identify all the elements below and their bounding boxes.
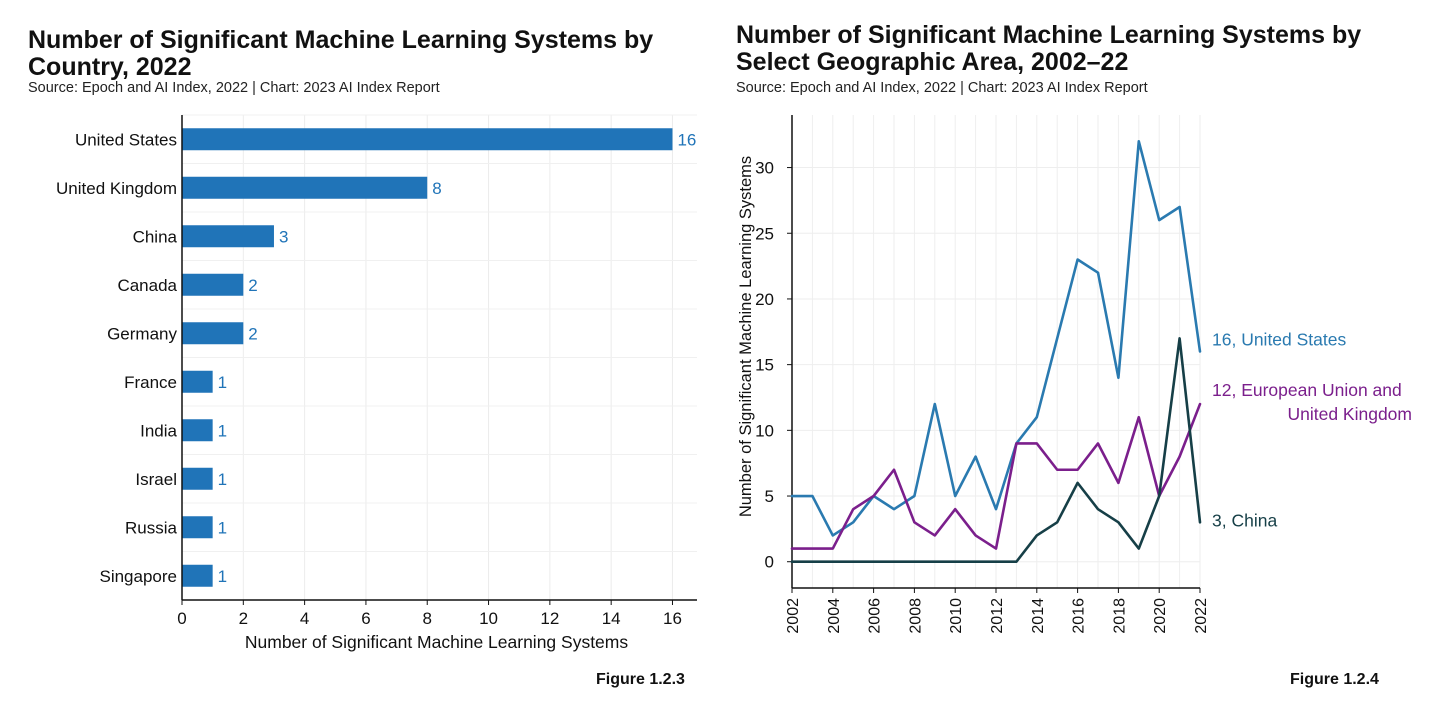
category-tick-label: France — [124, 373, 177, 392]
bar-value-label: 1 — [218, 518, 227, 537]
x-tick-label: 8 — [423, 609, 432, 628]
x-tick-label: 2018 — [1111, 598, 1128, 634]
bar — [182, 176, 428, 199]
bar-value-label: 1 — [218, 421, 227, 440]
bar-value-label: 8 — [432, 179, 441, 198]
category-tick-label: China — [133, 227, 178, 246]
series-end-label: 3, China — [1212, 510, 1277, 530]
bar-chart-title-line-1: Number of Significant Machine Learning S… — [28, 26, 654, 54]
bar-chart-title: Number of Significant Machine Learning S… — [28, 27, 653, 81]
series-end-label: 16, United States — [1212, 330, 1346, 350]
y-tick-label: 20 — [755, 290, 774, 309]
y-tick-label: 25 — [755, 224, 774, 243]
line-chart-source: Source: Epoch and AI Index, 2022 | Chart… — [736, 80, 1148, 96]
x-tick-label: 2014 — [1030, 598, 1047, 634]
bar — [182, 128, 673, 151]
y-axis-title: Number of Significant Machine Learning S… — [737, 156, 755, 517]
bar-chart-panel: Number of Significant Machine Learning S… — [28, 27, 697, 688]
category-tick-label: United Kingdom — [56, 179, 177, 198]
x-tick-label: 2 — [239, 609, 248, 628]
series-line — [790, 402, 1202, 550]
bar-value-label: 1 — [218, 470, 227, 489]
category-tick-label: Germany — [107, 324, 177, 343]
bar-chart-source: Source: Epoch and AI Index, 2022 | Chart… — [28, 80, 440, 96]
bar — [182, 467, 213, 490]
x-tick-label: 16 — [663, 609, 682, 628]
series-end-label: 12, European Union and — [1212, 380, 1402, 400]
series-end-label: United Kingdom — [1287, 404, 1412, 424]
line-chart-title-line-2: Select Geographic Area, 2002–22 — [736, 48, 1129, 76]
y-tick-label: 15 — [755, 356, 774, 375]
bar — [182, 564, 213, 587]
x-tick-label: 2016 — [1071, 598, 1088, 634]
bar-value-label: 1 — [218, 373, 227, 392]
series-line — [790, 139, 1202, 537]
category-tick-label: Singapore — [99, 567, 177, 586]
bar-value-label: 2 — [248, 324, 257, 343]
line-chart-panel: Number of Significant Machine Learning S… — [728, 0, 1456, 716]
bar-value-label: 16 — [677, 130, 696, 149]
x-tick-label: 2002 — [785, 598, 802, 634]
category-tick-label: India — [140, 421, 177, 440]
y-tick-label: 5 — [765, 487, 774, 506]
category-tick-label: Russia — [125, 518, 178, 537]
bar-value-label: 2 — [248, 276, 257, 295]
bar-chart-figure-label: Figure 1.2.3 — [596, 671, 685, 688]
category-tick-label: United States — [75, 130, 177, 149]
x-axis-title: Number of Significant Machine Learning S… — [245, 632, 628, 652]
line-chart-title-line-1: Number of Significant Machine Learning S… — [736, 21, 1362, 49]
y-tick-label: 0 — [765, 553, 774, 572]
bar-chart-title-line-2: Country, 2022 — [28, 53, 192, 81]
x-tick-label: 2010 — [948, 598, 965, 634]
line-chart-figure-label: Figure 1.2.4 — [1290, 671, 1379, 688]
x-tick-label: 4 — [300, 609, 309, 628]
category-tick-label: Israel — [135, 470, 177, 489]
x-tick-label: 2022 — [1193, 598, 1210, 634]
bar — [182, 370, 213, 393]
bar — [182, 322, 244, 345]
x-tick-label: 2006 — [867, 598, 884, 634]
bar — [182, 273, 244, 296]
line-chart-title: Number of Significant Machine Learning S… — [736, 22, 1361, 76]
bar — [182, 516, 213, 539]
bar — [182, 225, 274, 248]
series-line — [790, 337, 1202, 564]
x-tick-label: 2012 — [989, 598, 1006, 634]
x-tick-label: 2004 — [826, 598, 843, 634]
x-tick-label: 6 — [361, 609, 370, 628]
x-tick-label: 12 — [540, 609, 559, 628]
line-chart-svg: 0 5 10 15 20 25 30 2002 2004 2006 2008 2010 2012 2014… — [737, 115, 1412, 634]
x-tick-label: 2008 — [907, 598, 924, 634]
bar-value-label: 1 — [218, 567, 227, 586]
category-tick-label: Canada — [117, 276, 177, 295]
bar-value-label: 3 — [279, 227, 288, 246]
x-tick-label: 2020 — [1152, 598, 1169, 634]
y-tick-label: 30 — [755, 159, 774, 178]
x-tick-label: 14 — [602, 609, 621, 628]
x-tick-label: 10 — [479, 609, 498, 628]
y-tick-label: 10 — [755, 421, 774, 440]
x-tick-label: 0 — [177, 609, 186, 628]
bar — [182, 419, 213, 442]
